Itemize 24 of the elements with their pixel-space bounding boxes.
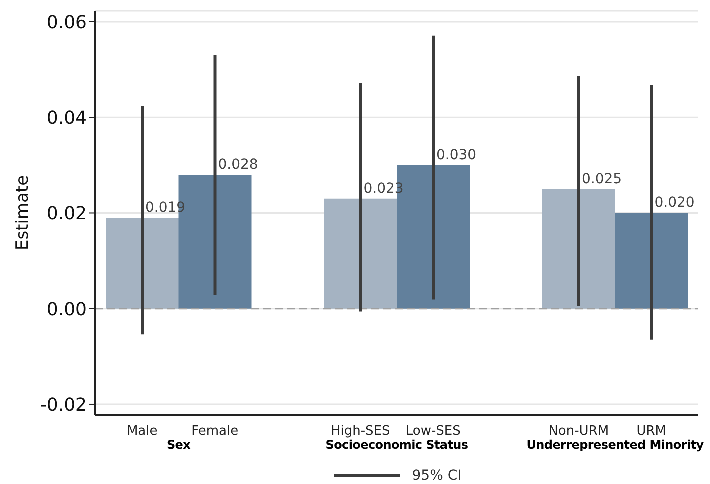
bar bbox=[324, 198, 398, 309]
y-tick-label: 0.06 bbox=[46, 12, 87, 34]
x-tick-label: URM bbox=[636, 424, 667, 439]
text: 0.028 bbox=[218, 156, 258, 173]
text: Socioeconomic Status bbox=[326, 438, 468, 452]
y-tick-label: -0.02 bbox=[40, 394, 87, 416]
x-tick-label: Low-SES bbox=[406, 424, 461, 439]
x-tick-label: High-SES bbox=[330, 424, 390, 439]
y-tick-label: 0.04 bbox=[46, 108, 87, 130]
x-tick-label: Female bbox=[192, 424, 239, 439]
text: Sex bbox=[166, 438, 192, 452]
y-tick-label: 0.02 bbox=[46, 204, 87, 225]
text: 95% CI bbox=[412, 468, 462, 484]
text: 0.020 bbox=[654, 195, 695, 212]
bar bbox=[542, 189, 616, 309]
text: 0.025 bbox=[582, 171, 622, 188]
text: 0.030 bbox=[436, 147, 477, 164]
y-tick-label: 0.00 bbox=[46, 299, 87, 320]
bar bbox=[615, 213, 688, 309]
y-axis-title: Estimate bbox=[13, 175, 34, 251]
text: Underrepresented Minority bbox=[526, 438, 704, 452]
x-tick-label: Male bbox=[126, 424, 158, 439]
bar bbox=[106, 218, 179, 309]
x-tick-label: Non-URM bbox=[548, 424, 610, 439]
